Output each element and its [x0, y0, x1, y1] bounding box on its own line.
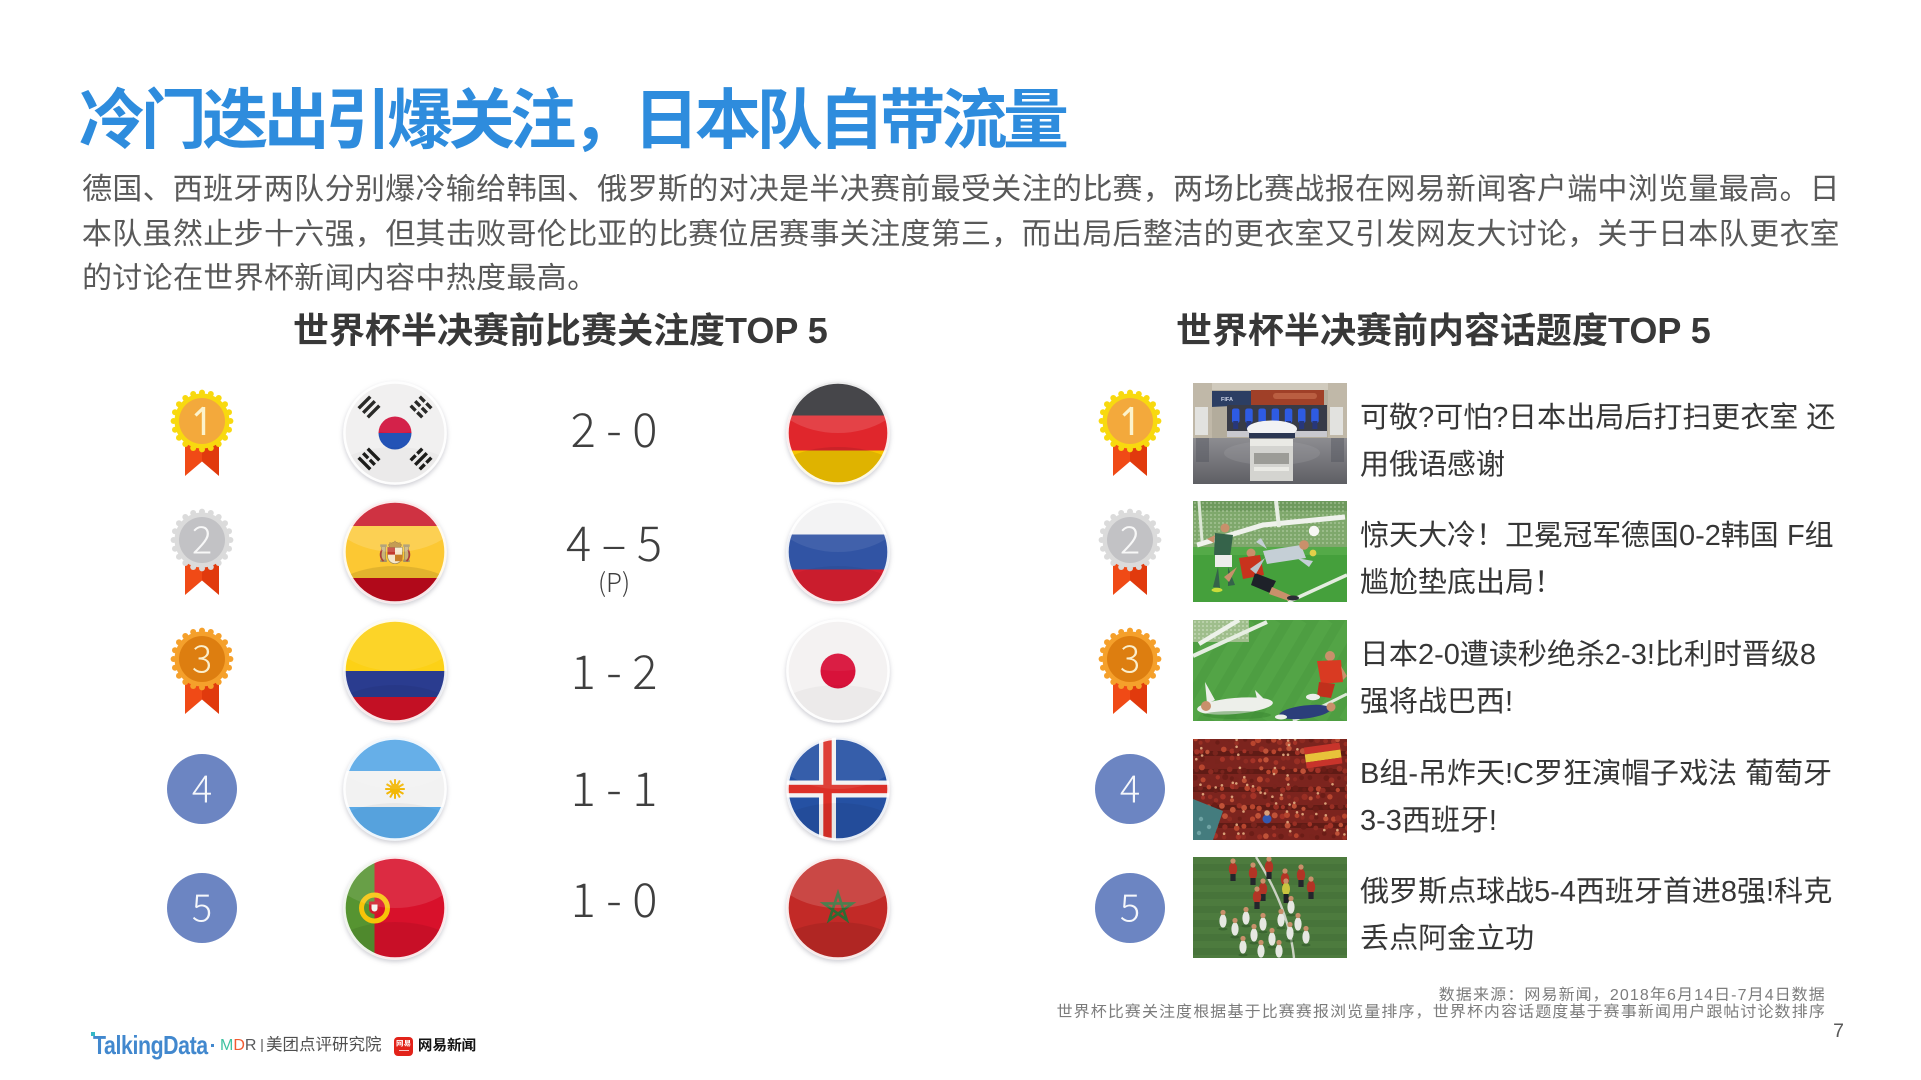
svg-text:4: 4: [192, 759, 212, 814]
svg-text:FIFA: FIFA: [1221, 397, 1233, 403]
svg-text:3: 3: [1120, 628, 1140, 683]
svg-text:5: 5: [1120, 877, 1140, 932]
svg-text:2: 2: [192, 509, 212, 564]
svg-text:4: 4: [1120, 759, 1140, 814]
svg-text:2: 2: [1120, 509, 1140, 564]
svg-text:3: 3: [192, 628, 212, 683]
svg-text:5: 5: [192, 877, 212, 932]
